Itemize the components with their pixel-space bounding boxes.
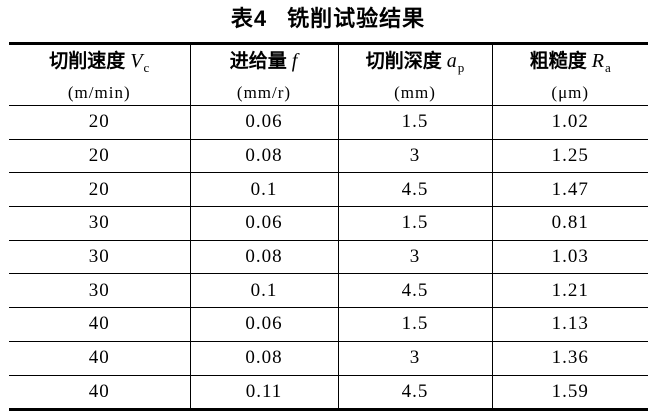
column-name: 切削速度 (49, 51, 126, 72)
column-symbol: Vc (130, 50, 150, 75)
table-row: 40 0.11 4.5 1.59 (9, 375, 648, 410)
column-unit: (μm) (551, 83, 590, 102)
cell-roughness: 1.47 (491, 172, 648, 208)
column-header-cutting-depth: 切削深度 ap (mm) (337, 43, 493, 106)
cell-feed-rate: 0.06 (189, 307, 339, 342)
cell-cutting-depth: 1.5 (337, 105, 493, 140)
column-header-cutting-speed: 切削速度 Vc (m/min) (9, 43, 191, 106)
column-unit: (mm/r) (236, 83, 292, 102)
cell-cutting-speed: 30 (9, 273, 191, 309)
column-name: 进给量 (229, 51, 287, 72)
cell-feed-rate: 0.08 (189, 139, 339, 174)
cell-cutting-speed: 40 (9, 341, 191, 376)
cell-cutting-depth: 3 (337, 139, 493, 174)
results-table: 切削速度 Vc (m/min) 进给量 f (mm/r) 切削深度 ap (mm) 粗… (9, 42, 649, 412)
cell-roughness: 1.59 (491, 375, 648, 410)
symbol-subscript: c (143, 60, 150, 75)
symbol-letter: V (130, 50, 143, 72)
cell-roughness: 1.36 (491, 341, 648, 376)
column-header-line1: 切削速度 Vc (9, 48, 190, 81)
cell-cutting-depth: 1.5 (337, 307, 493, 342)
symbol-subscript: p (457, 60, 465, 75)
cell-cutting-depth: 4.5 (337, 172, 493, 208)
column-header-line1: 粗糙度 Ra (493, 48, 649, 81)
cell-roughness: 1.02 (491, 105, 648, 140)
cell-cutting-speed: 20 (9, 172, 191, 208)
header-row: 切削速度 Vc (m/min) 进给量 f (mm/r) 切削深度 ap (mm) 粗… (9, 43, 649, 106)
cell-feed-rate: 0.08 (189, 240, 339, 275)
column-header-line1: 进给量 f (191, 48, 338, 81)
column-unit: (m/min) (67, 83, 131, 102)
cell-feed-rate: 0.08 (189, 341, 339, 376)
column-symbol: f (292, 50, 299, 72)
cell-feed-rate: 0.1 (189, 273, 339, 309)
table-caption: 表4 铣削试验结果 (0, 4, 656, 34)
cell-cutting-depth: 3 (337, 341, 493, 376)
table-row: 30 0.06 1.5 0.81 (9, 206, 648, 241)
cell-roughness: 1.25 (491, 139, 648, 174)
symbol-letter: a (446, 50, 457, 72)
cell-feed-rate: 0.1 (189, 172, 339, 208)
column-symbol: ap (446, 50, 465, 75)
column-header-line1: 切削深度 ap (339, 48, 492, 81)
cell-feed-rate: 0.11 (189, 375, 339, 410)
cell-feed-rate: 0.06 (189, 105, 339, 140)
symbol-subscript: a (604, 60, 611, 75)
column-name: 切削深度 (365, 51, 442, 72)
column-header-feed-rate: 进给量 f (mm/r) (189, 43, 339, 106)
symbol-letter: R (591, 50, 604, 72)
cell-roughness: 0.81 (491, 206, 648, 241)
cell-roughness: 1.13 (491, 307, 648, 342)
cell-cutting-speed: 30 (9, 240, 191, 275)
table-caption-number: 表4 (230, 6, 268, 31)
cell-cutting-speed: 30 (9, 206, 191, 241)
table-caption-title: 铣削试验结果 (287, 6, 426, 31)
cell-cutting-depth: 3 (337, 240, 493, 275)
column-header-roughness: 粗糙度 Ra (μm) (491, 43, 649, 106)
symbol-letter: f (291, 50, 298, 72)
table-row: 20 0.1 4.5 1.47 (9, 172, 648, 208)
cell-cutting-speed: 40 (9, 307, 191, 342)
column-symbol: Ra (591, 50, 611, 75)
cell-cutting-depth: 1.5 (337, 206, 493, 241)
cell-cutting-depth: 4.5 (337, 375, 493, 410)
table-row: 40 0.08 3 1.36 (9, 341, 648, 376)
cell-roughness: 1.21 (491, 273, 648, 309)
cell-cutting-speed: 20 (9, 139, 191, 174)
cell-roughness: 1.03 (491, 240, 648, 275)
cell-cutting-speed: 20 (9, 105, 191, 140)
table-row: 30 0.08 3 1.03 (9, 240, 648, 275)
table-row: 30 0.1 4.5 1.21 (9, 273, 648, 309)
table-row: 20 0.08 3 1.25 (9, 139, 648, 174)
cell-feed-rate: 0.06 (189, 206, 339, 241)
table-row: 20 0.06 1.5 1.02 (9, 105, 648, 140)
column-unit: (mm) (394, 83, 436, 102)
cell-cutting-speed: 40 (9, 375, 191, 410)
column-name: 粗糙度 (529, 51, 587, 72)
table-row: 40 0.06 1.5 1.13 (9, 307, 648, 342)
cell-cutting-depth: 4.5 (337, 273, 493, 309)
